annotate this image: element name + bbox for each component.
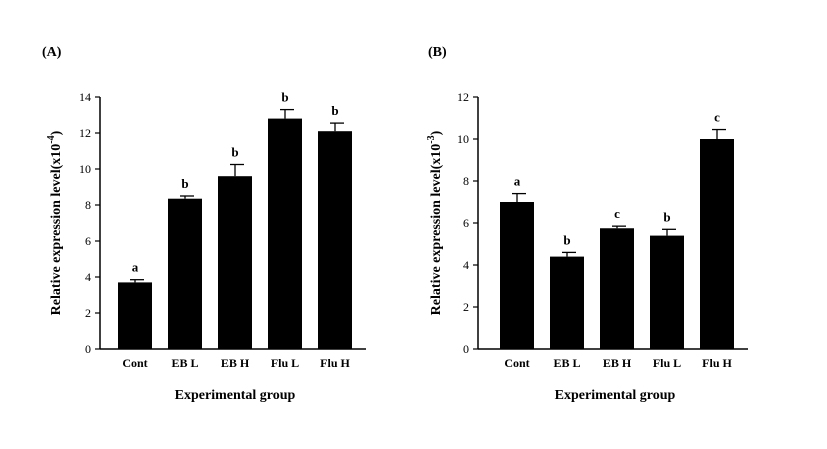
y-tick-label: 2 xyxy=(463,300,469,314)
significance-label: b xyxy=(181,176,188,191)
y-tick-label: 2 xyxy=(85,306,91,320)
bar xyxy=(118,282,152,349)
significance-label: b xyxy=(331,103,338,118)
significance-label: b xyxy=(231,145,238,160)
y-tick-label: 4 xyxy=(85,270,91,284)
x-tick-label: EB L xyxy=(553,356,580,370)
x-tick-label: EB L xyxy=(171,356,198,370)
y-axis-label: Relative expression level(x10-4) xyxy=(46,130,64,315)
x-tick-label: Flu H xyxy=(320,356,350,370)
panel-label: (A) xyxy=(42,45,62,60)
y-tick-label: 0 xyxy=(85,342,91,356)
bar xyxy=(218,176,252,349)
bar xyxy=(268,118,302,349)
x-tick-label: Flu H xyxy=(702,356,732,370)
y-tick-label: 8 xyxy=(463,174,469,188)
x-tick-label: Cont xyxy=(504,356,529,370)
x-axis-label: Experimental group xyxy=(175,388,296,403)
panel-b: (B) 0 2 4 6 8 10 12 a Cont b EB L c EB H b Flu L c Flu H E… xyxy=(426,45,748,403)
bar xyxy=(700,139,734,349)
y-tick-label: 0 xyxy=(463,342,469,356)
x-tick-label: Cont xyxy=(122,356,147,370)
x-tick-label: EB H xyxy=(603,356,632,370)
x-tick-label: Flu L xyxy=(271,356,299,370)
y-tick-label: 12 xyxy=(457,90,469,104)
significance-label: b xyxy=(281,90,288,105)
significance-label: a xyxy=(132,260,139,275)
significance-label: c xyxy=(714,110,720,125)
bar xyxy=(318,131,352,349)
bar xyxy=(168,198,202,349)
significance-label: c xyxy=(614,206,620,221)
y-tick-label: 6 xyxy=(85,234,91,248)
y-axis-label: Relative expression level(x10-3) xyxy=(426,130,444,315)
y-tick-label: 12 xyxy=(79,126,91,140)
panel-label: (B) xyxy=(428,45,447,60)
significance-label: a xyxy=(514,174,521,189)
bar xyxy=(650,235,684,349)
significance-label: b xyxy=(563,232,570,247)
bar xyxy=(600,228,634,349)
y-tick-label: 6 xyxy=(463,216,469,230)
y-tick-label: 10 xyxy=(457,132,469,146)
significance-label: b xyxy=(663,209,670,224)
x-tick-label: EB H xyxy=(221,356,250,370)
y-tick-label: 8 xyxy=(85,198,91,212)
bar xyxy=(500,202,534,349)
y-tick-label: 4 xyxy=(463,258,469,272)
y-tick-label: 10 xyxy=(79,162,91,176)
x-axis-label: Experimental group xyxy=(555,388,676,403)
panel-a: (A) 0 2 4 6 8 10 12 14 a Cont b EB L b EB H b Flu L b Flu … xyxy=(42,45,366,403)
x-tick-label: Flu L xyxy=(653,356,681,370)
y-tick-label: 14 xyxy=(79,90,91,104)
bar xyxy=(550,256,584,349)
